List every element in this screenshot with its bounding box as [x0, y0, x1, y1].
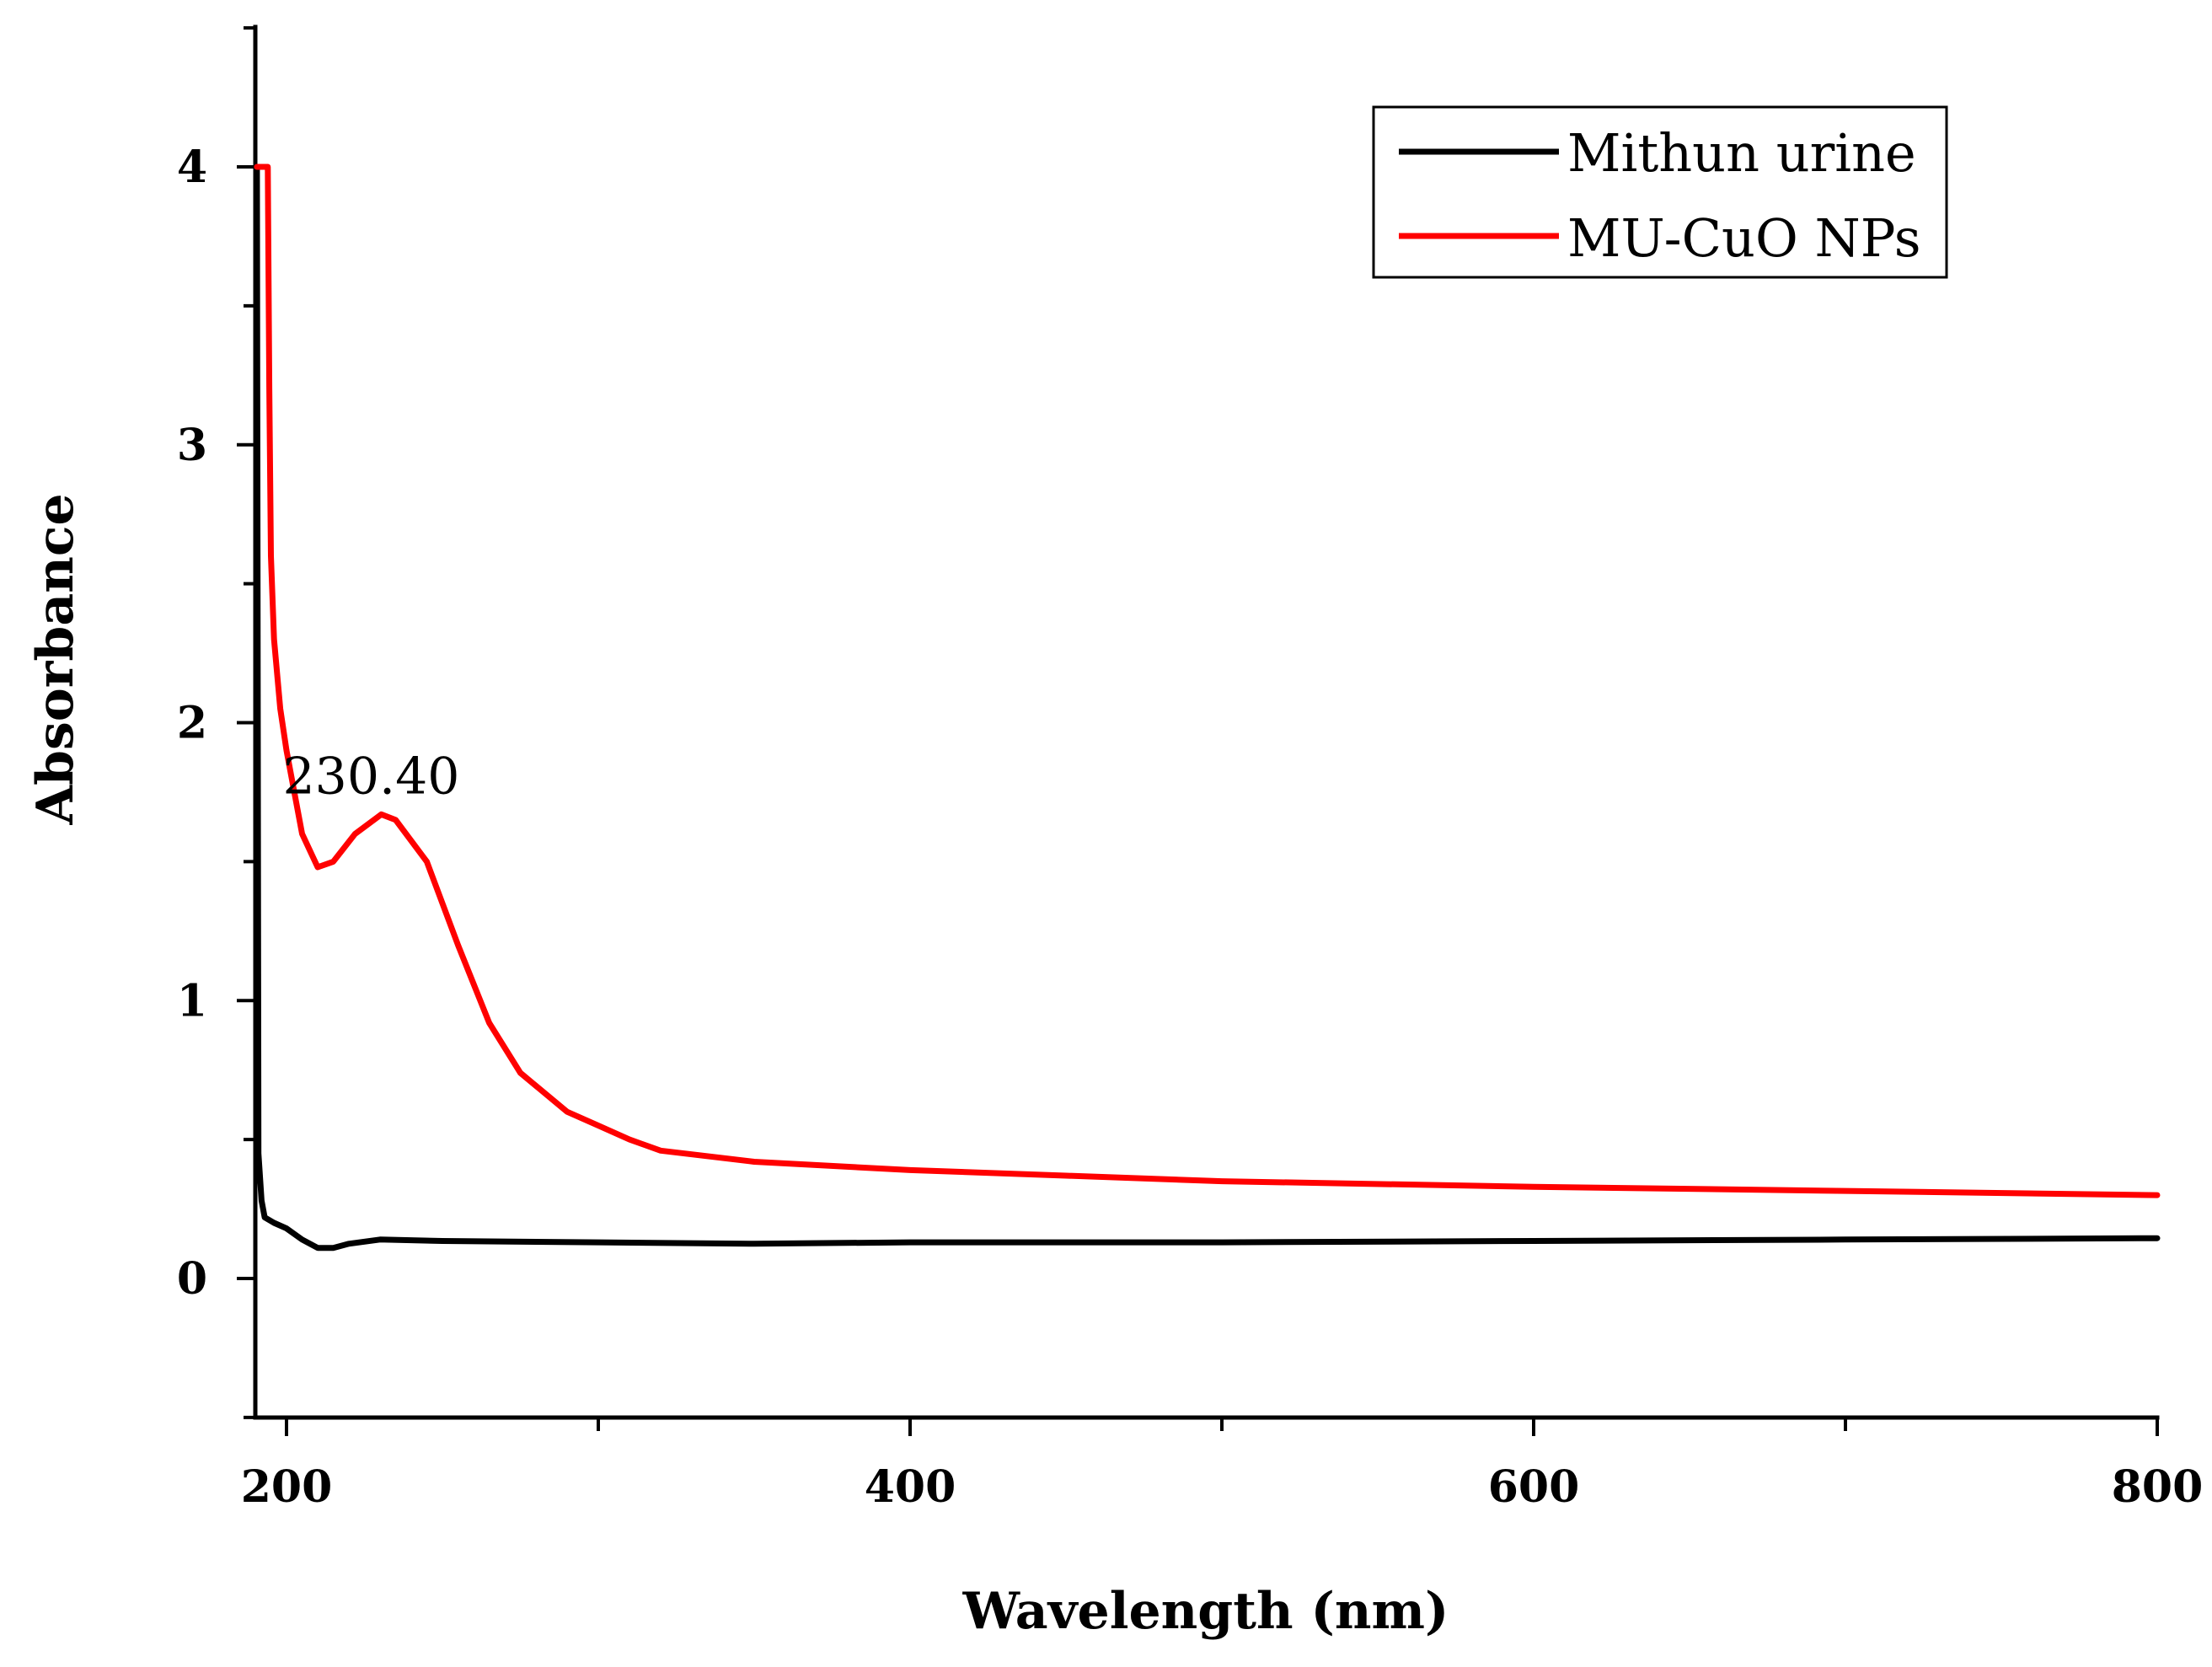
legend-label-mu-cuo-nps: MU-CuO NPs: [1567, 207, 1921, 269]
series-layer: [254, 163, 2161, 1252]
series-line-mithun-urine: [254, 163, 2161, 1252]
ticks-layer: 200 400 600 800 0 1 2 3 4: [177, 26, 2204, 1513]
legend: Mithun urine MU-CuO NPs: [1372, 105, 1948, 279]
x-axis-title: Wavelength (nm): [962, 1582, 1449, 1641]
y-tick-label-0: 0: [177, 1253, 207, 1305]
series-line-mu-cuo-nps: [254, 163, 2161, 1198]
y-tick-label-1: 1: [177, 975, 207, 1026]
x-tick-label-800: 800: [2112, 1461, 2204, 1513]
legend-label-mithun-urine: Mithun urine: [1567, 122, 1916, 184]
x-tick-label-400: 400: [865, 1461, 956, 1513]
x-tick-label-200: 200: [241, 1461, 333, 1513]
y-axis-title: Absorbance: [26, 493, 85, 825]
peak-annotation: 230.40: [283, 747, 460, 806]
y-tick-label-4: 4: [177, 142, 207, 193]
y-tick-label-3: 3: [177, 420, 207, 471]
x-tick-label-600: 600: [1488, 1461, 1580, 1513]
legend-box: [1372, 105, 1948, 279]
y-tick-label-2: 2: [177, 698, 207, 749]
